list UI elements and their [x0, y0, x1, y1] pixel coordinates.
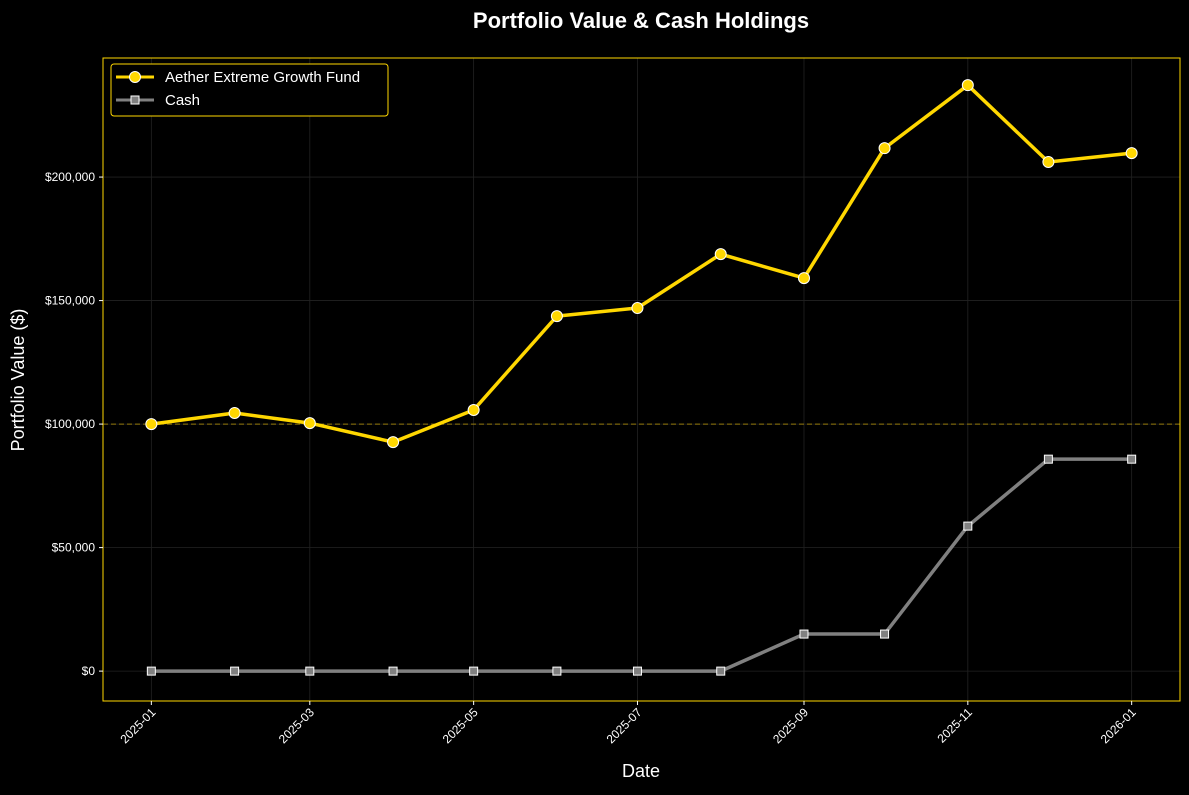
y-axis: $0 $50,000 $100,000 $150,000 $200,000	[45, 170, 103, 678]
data-point-cash	[799, 629, 809, 639]
x-tick-label: 2025-11	[935, 705, 976, 746]
data-point-fund	[145, 418, 158, 431]
data-point-cash	[230, 666, 240, 676]
data-point-fund	[303, 417, 316, 430]
data-point-fund	[1125, 147, 1138, 160]
series-line-fund	[151, 83, 1132, 444]
data-point-fund	[961, 79, 974, 92]
legend-label-fund: Aether Extreme Growth Fund	[165, 69, 360, 86]
data-point-fund	[797, 272, 810, 285]
x-axis: 2025-01 2025-03 2025-05 2025-07 2025-09 2025-…	[117, 701, 1139, 746]
y-tick-label: $0	[82, 664, 96, 678]
x-tick-label: 2025-03	[276, 705, 317, 746]
legend-marker-cash	[130, 95, 140, 105]
x-tick-label: 2026-01	[1098, 705, 1139, 746]
data-point-cash	[469, 666, 479, 676]
series-line-cash	[151, 457, 1132, 673]
y-tick-label: $100,000	[45, 417, 95, 431]
data-point-cash	[146, 666, 156, 676]
legend: Aether Extreme Growth Fund Cash	[110, 63, 389, 117]
x-axis-label: Date	[622, 761, 660, 781]
data-point-cash	[963, 521, 973, 531]
legend-label-cash: Cash	[165, 92, 200, 109]
data-point-fund	[467, 404, 480, 417]
grid	[103, 58, 1180, 701]
data-point-cash	[305, 666, 315, 676]
data-point-fund	[878, 142, 891, 155]
data-point-cash	[1043, 454, 1053, 464]
data-point-fund	[550, 310, 563, 323]
y-tick-label: $150,000	[45, 294, 95, 308]
data-point-cash	[880, 629, 890, 639]
data-point-fund	[228, 406, 241, 419]
legend-marker-fund	[129, 71, 141, 83]
x-tick-label: 2025-05	[440, 705, 481, 746]
series-group	[145, 79, 1138, 676]
x-tick-label: 2025-09	[770, 705, 811, 746]
data-point-cash	[1127, 454, 1137, 464]
x-tick-label: 2025-07	[604, 705, 645, 746]
chart-title: Portfolio Value & Cash Holdings	[473, 8, 809, 33]
data-point-fund	[1042, 155, 1055, 168]
data-point-fund	[714, 248, 727, 261]
legend-box	[110, 63, 389, 117]
data-point-cash	[716, 666, 726, 676]
x-tick-label: 2025-01	[117, 705, 158, 746]
y-tick-label: $200,000	[45, 170, 95, 184]
y-axis-label: Portfolio Value ($)	[8, 309, 28, 452]
data-point-fund	[631, 301, 644, 314]
plot-frame	[102, 57, 1181, 702]
data-point-cash	[388, 666, 398, 676]
data-point-fund	[387, 436, 400, 449]
data-point-cash	[552, 666, 562, 676]
data-point-cash	[632, 666, 642, 676]
y-tick-label: $50,000	[52, 541, 96, 555]
